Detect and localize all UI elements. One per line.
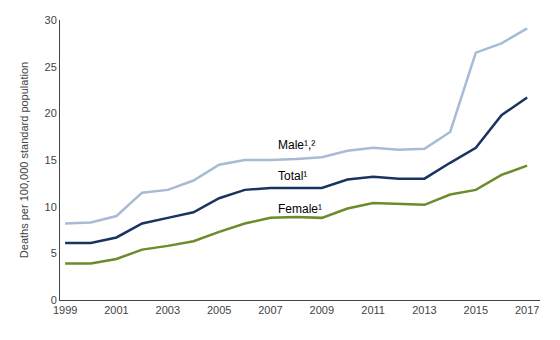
svg-text:2007: 2007 (258, 304, 282, 316)
svg-text:10: 10 (45, 201, 57, 213)
svg-text:Total¹: Total¹ (278, 169, 307, 183)
svg-text:2015: 2015 (464, 304, 488, 316)
svg-text:2005: 2005 (207, 304, 231, 316)
svg-text:Deaths per 100,000 standard po: Deaths per 100,000 standard population (18, 62, 30, 258)
svg-text:25: 25 (45, 61, 57, 73)
svg-text:2011: 2011 (361, 304, 385, 316)
svg-text:30: 30 (45, 14, 57, 26)
svg-text:5: 5 (51, 247, 57, 259)
svg-text:Male¹,²: Male¹,² (278, 138, 315, 152)
svg-text:Female¹: Female¹ (278, 202, 322, 216)
svg-text:2003: 2003 (156, 304, 180, 316)
svg-text:15: 15 (45, 154, 57, 166)
svg-text:2017: 2017 (515, 304, 539, 316)
svg-text:20: 20 (45, 107, 57, 119)
svg-text:2001: 2001 (104, 304, 128, 316)
svg-text:2013: 2013 (412, 304, 436, 316)
svg-text:0: 0 (51, 294, 57, 306)
svg-text:1999: 1999 (53, 304, 77, 316)
svg-text:2009: 2009 (310, 304, 334, 316)
